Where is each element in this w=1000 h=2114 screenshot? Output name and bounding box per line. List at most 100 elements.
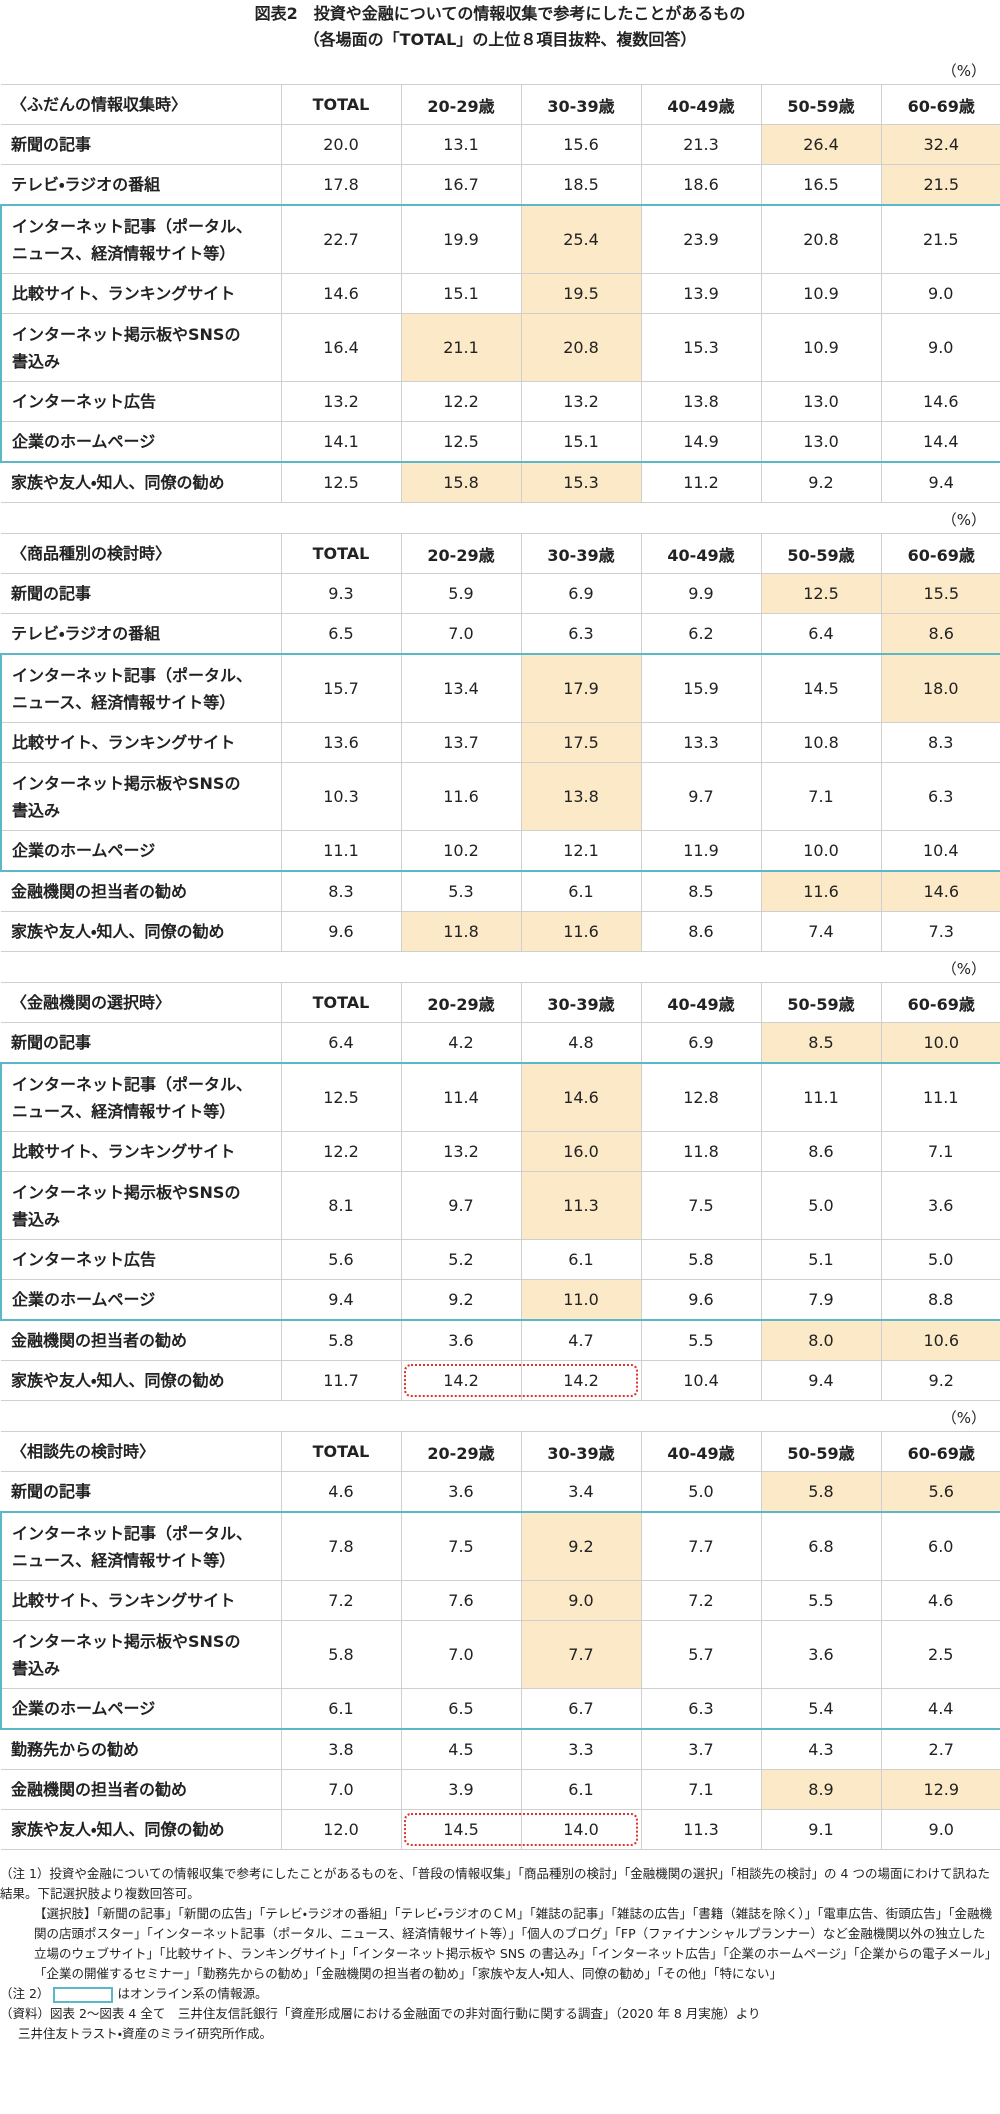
value-cell: 22.7 xyxy=(280,204,402,274)
value-cell: 13.2 xyxy=(520,381,642,422)
value-cell: 13.9 xyxy=(640,273,762,314)
row-label: 新聞の記事 xyxy=(1,1471,282,1513)
value-cell: 10.2 xyxy=(400,830,522,872)
value-cell: 2.5 xyxy=(880,1620,1000,1689)
row-label: 勤務先からの勧め xyxy=(1,1728,282,1770)
value-cell: 12.0 xyxy=(280,1809,402,1850)
row-label: インターネット記事（ポータル、 ニュース、経済情報サイト等） xyxy=(0,1062,282,1132)
value-cell: 6.9 xyxy=(520,573,642,614)
value-cell: 13.0 xyxy=(760,421,882,463)
value-cell: 5.4 xyxy=(760,1688,882,1730)
column-header: 40-49歳 xyxy=(640,1431,762,1472)
column-header: 40-49歳 xyxy=(640,533,762,574)
column-header: 20-29歳 xyxy=(400,1431,522,1472)
value-cell: 5.8 xyxy=(280,1620,402,1689)
value-cell: 12.5 xyxy=(760,573,882,614)
value-cell: 15.3 xyxy=(640,313,762,382)
value-cell: 16.0 xyxy=(520,1131,642,1172)
data-row: 新聞の記事 6.4 4.2 4.8 6.9 8.5 10.0 xyxy=(1,1022,1000,1064)
value-cell: 9.0 xyxy=(880,1809,1000,1850)
column-header: 40-49歳 xyxy=(640,84,762,125)
value-cell: 4.8 xyxy=(520,1022,642,1064)
row-label: インターネット掲示板やSNSの 書込み xyxy=(0,313,282,382)
value-cell: 12.9 xyxy=(880,1769,1000,1810)
value-cell: 5.2 xyxy=(400,1239,522,1280)
value-cell: 15.7 xyxy=(280,653,402,723)
value-cell: 8.8 xyxy=(880,1279,1000,1321)
value-cell: 4.6 xyxy=(280,1471,402,1513)
value-cell: 7.5 xyxy=(640,1171,762,1240)
row-label: テレビ・ラジオの番組 xyxy=(1,613,282,655)
column-header: TOTAL xyxy=(280,533,402,574)
row-label: 新聞の記事 xyxy=(1,1022,282,1064)
row-label: 比較サイト、ランキングサイト xyxy=(0,1131,282,1172)
value-cell: 14.1 xyxy=(280,421,402,463)
value-cell: 7.2 xyxy=(280,1580,402,1621)
value-cell: 18.5 xyxy=(520,164,642,206)
value-cell: 21.5 xyxy=(880,164,1000,206)
value-cell: 11.8 xyxy=(400,911,522,952)
value-cell: 3.6 xyxy=(400,1319,522,1361)
row-label: インターネット記事（ポータル、 ニュース、経済情報サイト等） xyxy=(0,204,282,274)
value-cell: 6.1 xyxy=(280,1688,402,1730)
data-row: 家族や友人・知人、同僚の勧め 11.7 14.2 14.2 10.4 9.4 9.2 xyxy=(1,1360,1000,1401)
row-label: インターネット記事（ポータル、 ニュース、経済情報サイト等） xyxy=(0,653,282,723)
value-cell: 9.0 xyxy=(880,273,1000,314)
value-cell: 5.8 xyxy=(640,1239,762,1280)
section-label: 〈商品種別の検討時〉 xyxy=(1,533,282,574)
legend-box xyxy=(53,1986,114,2003)
value-cell: 10.4 xyxy=(880,830,1000,872)
value-cell: 6.7 xyxy=(520,1688,642,1730)
value-cell: 6.1 xyxy=(520,1769,642,1810)
value-cell: 7.4 xyxy=(760,911,882,952)
note-label: （注 2） xyxy=(0,1986,50,2001)
value-cell: 8.6 xyxy=(640,911,762,952)
value-cell: 11.1 xyxy=(880,1062,1000,1132)
value-cell: 32.4 xyxy=(880,124,1000,165)
value-cell: 9.6 xyxy=(640,1279,762,1321)
value-cell: 11.8 xyxy=(640,1131,762,1172)
value-cell: 14.2 xyxy=(520,1360,642,1401)
value-cell: 13.0 xyxy=(760,381,882,422)
value-cell: 5.9 xyxy=(400,573,522,614)
value-cell: 13.3 xyxy=(640,722,762,763)
column-header: 60-69歳 xyxy=(880,1431,1000,1472)
data-row: 企業のホームページ 6.1 6.5 6.7 6.3 5.4 4.4 xyxy=(0,1688,1000,1730)
value-cell: 8.6 xyxy=(760,1131,882,1172)
value-cell: 11.2 xyxy=(640,461,762,503)
value-cell: 14.9 xyxy=(640,421,762,463)
value-cell: 5.8 xyxy=(760,1471,882,1513)
value-cell: 11.0 xyxy=(520,1279,642,1321)
value-cell: 12.2 xyxy=(400,381,522,422)
value-cell: 2.7 xyxy=(880,1728,1000,1770)
value-cell: 18.0 xyxy=(880,653,1000,723)
value-cell: 12.5 xyxy=(280,461,402,503)
data-row: インターネット広告 5.6 5.2 6.1 5.8 5.1 5.0 xyxy=(0,1239,1000,1280)
value-cell: 9.2 xyxy=(520,1511,642,1581)
value-cell: 8.5 xyxy=(760,1022,882,1064)
value-cell: 4.7 xyxy=(520,1319,642,1361)
value-cell: 19.5 xyxy=(520,273,642,314)
value-cell: 7.7 xyxy=(520,1620,642,1689)
note-text: はオンライン系の情報源。 xyxy=(117,1986,268,2001)
data-row: インターネット記事（ポータル、 ニュース、経済情報サイト等） 7.8 7.5 9.2 7… xyxy=(0,1511,1000,1581)
value-cell: 21.5 xyxy=(880,204,1000,274)
section-label: 〈ふだんの情報収集時〉 xyxy=(1,84,282,125)
value-cell: 11.6 xyxy=(400,762,522,831)
data-row: 比較サイト、ランキングサイト 13.6 13.7 17.5 13.3 10.8 8.3 xyxy=(0,722,1000,763)
value-cell: 9.7 xyxy=(400,1171,522,1240)
source: （資料）図表 2～図表 4 全て 三井住友信託銀行「資産形成層における金融面での… xyxy=(0,2006,761,2021)
value-cell: 14.2 xyxy=(400,1360,638,1401)
row-label: 企業のホームページ xyxy=(0,1279,282,1321)
column-header: TOTAL xyxy=(280,982,402,1023)
header-row: 〈相談先の検討時〉 TOTAL 20-29歳 30-39歳 40-49歳 50-59歳 60… xyxy=(1,1431,1000,1472)
column-header: 40-49歳 xyxy=(640,982,762,1023)
value-cell: 3.6 xyxy=(400,1471,522,1513)
value-cell: 15.8 xyxy=(400,461,522,503)
value-cell: 7.5 xyxy=(400,1511,522,1581)
value-cell: 6.1 xyxy=(520,1239,642,1280)
subtitle: （各場面の「TOTAL」の上位８項目抜粋、複数回答） xyxy=(303,30,697,49)
value-cell: 5.8 xyxy=(280,1319,402,1361)
column-header: 50-59歳 xyxy=(760,533,882,574)
value-cell: 14.4 xyxy=(880,421,1000,463)
